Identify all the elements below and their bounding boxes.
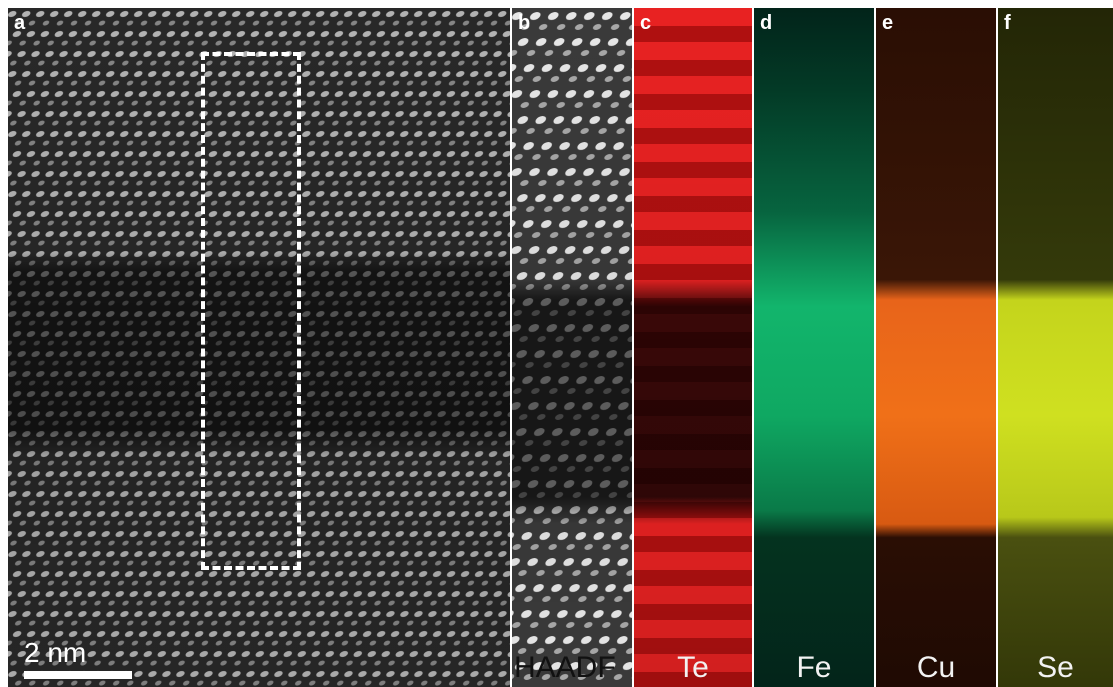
se-elemental-map — [998, 8, 1113, 687]
panel-f-se-map: f Se — [998, 8, 1113, 687]
scalebar-label: 2 nm — [24, 637, 87, 668]
te-elemental-map — [634, 8, 752, 687]
cu-elemental-map — [876, 8, 996, 687]
haadf-zoom-image — [512, 8, 632, 687]
panel-label-cu: Cu — [916, 651, 956, 684]
haadf-overview-image — [8, 8, 510, 687]
panel-letter: d — [760, 12, 773, 34]
panel-letter: f — [1004, 12, 1011, 34]
panel-b-haadf-zoom: b HAADF — [512, 8, 632, 687]
panel-a-haadf-overview: a 2 nm — [8, 8, 510, 687]
panel-d-fe-map: d Fe — [754, 8, 874, 687]
panel-label-haadf: HAADF — [514, 651, 616, 684]
panel-label-fe: Fe — [796, 651, 832, 684]
panel-label-se: Se — [1037, 651, 1074, 684]
scalebar — [24, 671, 132, 679]
panel-letter: a — [14, 12, 26, 34]
panel-letter: c — [640, 12, 652, 34]
panel-e-cu-map: e Cu — [876, 8, 996, 687]
panel-c-te-map: c Te — [634, 8, 752, 687]
panel-label-te: Te — [677, 651, 709, 684]
region-of-interest-box — [201, 52, 301, 570]
panel-letter: e — [882, 12, 894, 34]
fe-elemental-map — [754, 8, 874, 687]
panel-letter: b — [518, 12, 531, 34]
